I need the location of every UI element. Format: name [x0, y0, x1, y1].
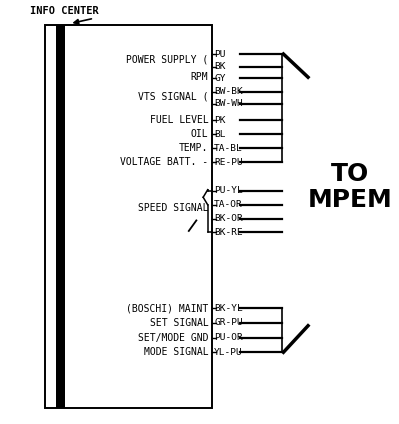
Text: FUEL LEVEL: FUEL LEVEL: [150, 115, 208, 125]
Text: BK: BK: [214, 62, 226, 71]
Text: TO
MPEM: TO MPEM: [307, 162, 392, 212]
Text: GR-PU: GR-PU: [214, 318, 243, 327]
Text: BW-BK: BW-BK: [214, 87, 243, 96]
Text: GY: GY: [214, 73, 226, 83]
Text: VOLTAGE BATT. -: VOLTAGE BATT. -: [120, 157, 208, 167]
Text: INFO CENTER: INFO CENTER: [30, 6, 99, 16]
Text: SPEED SIGNAL: SPEED SIGNAL: [138, 203, 208, 213]
Text: PK: PK: [214, 116, 226, 125]
Text: RPM: RPM: [191, 72, 208, 82]
Text: TA-BL: TA-BL: [214, 144, 243, 153]
Text: OIL: OIL: [191, 129, 208, 139]
Text: BK-OR: BK-OR: [214, 214, 243, 223]
Text: BW-WH: BW-WH: [214, 99, 243, 108]
Text: BL: BL: [214, 130, 226, 139]
Text: MODE SIGNAL: MODE SIGNAL: [144, 347, 208, 357]
Bar: [56, 25, 65, 408]
Text: TEMP.: TEMP.: [179, 143, 208, 153]
Text: TA-OR: TA-OR: [214, 200, 243, 209]
Text: PU-YL: PU-YL: [214, 187, 243, 195]
Text: BK-YL: BK-YL: [214, 304, 243, 312]
Text: PU: PU: [214, 50, 226, 59]
Text: (BOSCHI) MAINT: (BOSCHI) MAINT: [126, 303, 208, 313]
Text: POWER SUPPLY (: POWER SUPPLY (: [126, 55, 208, 64]
Text: RE-PU: RE-PU: [214, 158, 243, 167]
Text: VTS SIGNAL (: VTS SIGNAL (: [138, 91, 208, 101]
Text: SET SIGNAL: SET SIGNAL: [150, 318, 208, 328]
Bar: [45, 25, 211, 408]
Text: SET/MODE GND: SET/MODE GND: [138, 332, 208, 343]
Text: BK-RE: BK-RE: [214, 228, 243, 237]
Text: PU-OR: PU-OR: [214, 333, 243, 342]
Text: YL-PU: YL-PU: [214, 348, 243, 357]
